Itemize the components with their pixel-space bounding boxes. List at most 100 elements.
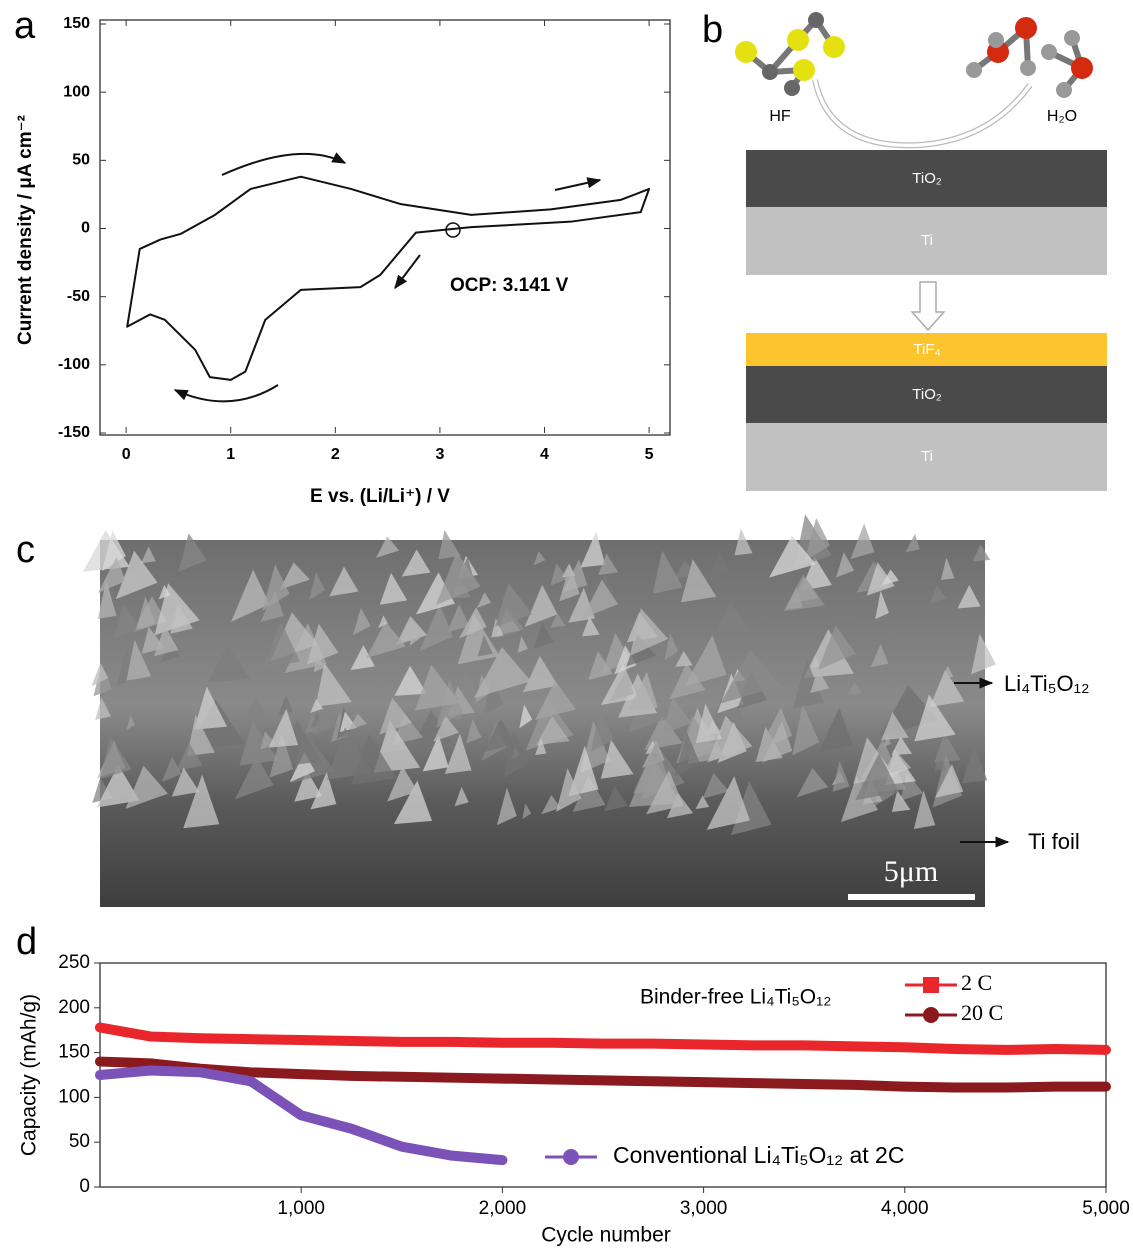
flake xyxy=(550,563,568,586)
flake xyxy=(881,711,909,741)
flake xyxy=(154,625,179,657)
flake xyxy=(870,643,889,668)
layer-label: Ti xyxy=(921,232,933,249)
flake xyxy=(496,787,517,826)
flake xyxy=(268,708,299,748)
flake xyxy=(811,654,819,669)
flake xyxy=(817,707,853,754)
arrow xyxy=(394,254,421,290)
flake xyxy=(810,668,830,693)
flake xyxy=(881,569,899,586)
flake xyxy=(350,645,375,671)
reaction-arrow xyxy=(812,79,1033,149)
flake xyxy=(792,659,824,709)
flake xyxy=(99,737,132,780)
flake xyxy=(306,623,339,665)
flake xyxy=(433,716,459,742)
y-tick-label: 0 xyxy=(79,1176,90,1197)
y-tick-label: 250 xyxy=(58,952,90,973)
flake xyxy=(126,639,152,681)
flake xyxy=(473,647,532,699)
flake xyxy=(231,569,270,622)
flake xyxy=(161,756,182,782)
y-tick-label: -150 xyxy=(58,424,90,441)
flake xyxy=(310,772,337,810)
flake xyxy=(661,696,692,736)
layer-label: TiO₂ xyxy=(912,170,942,187)
flake xyxy=(115,550,158,600)
flake xyxy=(883,734,891,747)
x-tick-label: 3 xyxy=(435,446,444,463)
x-tick-label: 2,000 xyxy=(479,1198,527,1219)
flake xyxy=(706,776,750,830)
flake xyxy=(436,551,481,605)
arrow xyxy=(221,152,347,176)
flake xyxy=(817,625,856,671)
flake xyxy=(289,752,315,783)
x-tick-label: 4 xyxy=(540,446,549,463)
flake xyxy=(409,624,420,646)
arrow xyxy=(173,384,279,403)
data-line xyxy=(126,175,651,381)
flake xyxy=(769,535,816,578)
flake xyxy=(97,580,117,619)
flake xyxy=(934,755,947,771)
flake xyxy=(572,775,606,812)
y-axis-label: Current density / μA cm⁻² xyxy=(15,115,36,345)
flake xyxy=(929,669,965,707)
panel-a: OCP: 3.141 V E vs. (Li/Li⁺) / V Current … xyxy=(15,115,602,507)
flake xyxy=(559,563,580,602)
flake xyxy=(942,665,954,680)
flake xyxy=(913,790,936,829)
flake xyxy=(580,531,606,568)
flake xyxy=(961,744,988,784)
flake xyxy=(646,770,684,815)
arrow xyxy=(554,177,602,191)
flake xyxy=(581,616,600,637)
layer-label: Ti xyxy=(921,448,933,465)
flake xyxy=(836,552,855,578)
y-tick-label: -50 xyxy=(67,288,90,305)
flake xyxy=(588,651,614,680)
flake xyxy=(457,669,472,685)
flake xyxy=(175,742,203,772)
flake xyxy=(262,564,290,611)
scale-label: 5μm xyxy=(884,855,938,888)
flake xyxy=(598,553,619,576)
flake xyxy=(309,572,326,601)
flake xyxy=(935,764,964,798)
y-tick-label: -100 xyxy=(58,356,90,373)
flake xyxy=(734,528,753,556)
flake xyxy=(971,633,996,675)
layer xyxy=(746,333,1107,366)
data-line xyxy=(95,1065,508,1166)
flakes xyxy=(83,514,996,836)
flake xyxy=(702,772,730,799)
flake xyxy=(762,721,793,763)
flake xyxy=(891,736,912,756)
scale-bar xyxy=(848,894,975,900)
flake xyxy=(495,606,524,639)
flake xyxy=(269,733,294,778)
flake xyxy=(158,584,171,600)
flake xyxy=(241,695,266,726)
x-tick-label: 4,000 xyxy=(881,1198,929,1219)
flake xyxy=(491,618,504,638)
y-axis-label: Capacity (mAh/g) xyxy=(18,994,41,1156)
flake xyxy=(957,584,981,609)
flake xyxy=(395,616,428,646)
flake xyxy=(262,621,301,669)
x-tick-label: 1,000 xyxy=(277,1198,325,1219)
flake xyxy=(674,732,700,778)
legend-marker xyxy=(563,1149,579,1165)
flake xyxy=(684,635,727,687)
layer xyxy=(746,423,1107,491)
x-tick-label: 5 xyxy=(645,446,654,463)
flake xyxy=(394,780,433,825)
flake xyxy=(83,530,130,572)
y-tick-label: 50 xyxy=(72,152,90,169)
flake xyxy=(695,795,710,810)
flake xyxy=(905,533,920,553)
y-tick-label: 50 xyxy=(69,1131,90,1152)
flake xyxy=(633,742,672,794)
